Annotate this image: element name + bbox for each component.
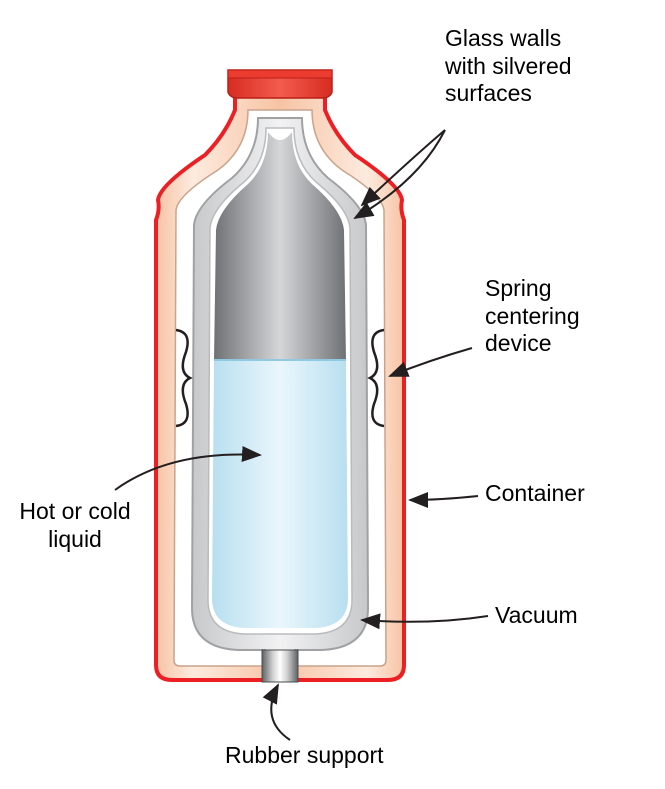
label-glass-walls: Glass wallswith silveredsurfaces: [445, 25, 645, 108]
label-liquid: Hot or coldliquid: [5, 498, 145, 553]
label-spring-device: Springcenteringdevice: [485, 275, 645, 358]
arrow-rubber: [271, 685, 290, 740]
arrow-container: [410, 496, 478, 500]
label-container: Container: [485, 480, 585, 508]
liquid-fill: [212, 360, 348, 628]
rubber-support: [262, 650, 298, 682]
label-rubber-support: Rubber support: [225, 742, 384, 770]
label-vacuum: Vacuum: [495, 602, 578, 630]
thermos-diagram: [0, 0, 665, 789]
